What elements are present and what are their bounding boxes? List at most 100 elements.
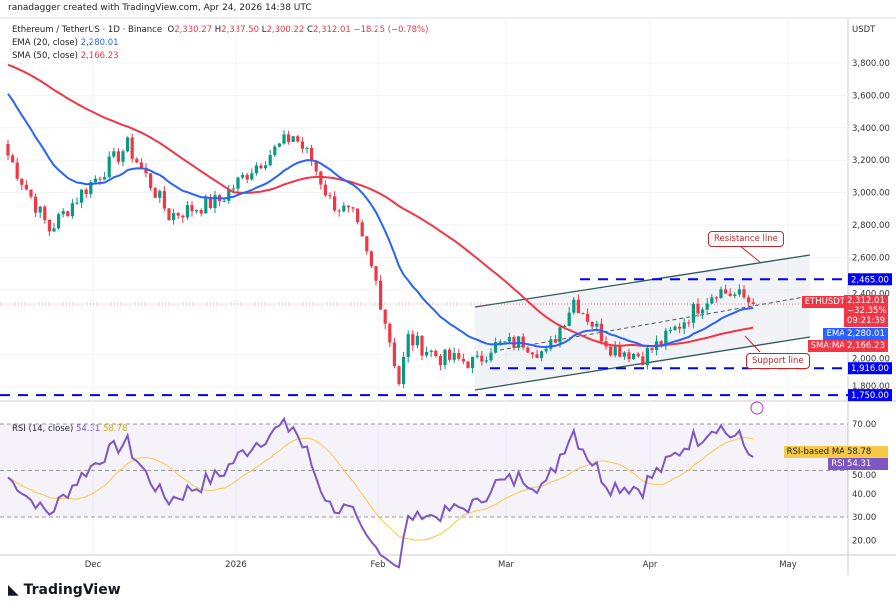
price-tick: 3,800.00	[852, 59, 890, 69]
event-icon	[750, 401, 764, 415]
candle	[75, 202, 79, 204]
candle	[425, 352, 429, 356]
rsi-label[interactable]: RSI (14, close)	[12, 424, 74, 434]
candle	[609, 346, 613, 356]
candle	[43, 206, 47, 220]
rsi-legend: RSI (14, close) 54.31 58.78	[12, 424, 127, 434]
price-tick: 3,400.00	[852, 124, 890, 134]
candle	[664, 330, 668, 345]
candle	[351, 207, 355, 209]
candle	[448, 349, 452, 360]
candle	[296, 136, 300, 142]
candle	[443, 349, 447, 366]
candle	[572, 299, 576, 313]
candle	[66, 211, 70, 217]
rsi-ma-line	[7, 437, 754, 541]
candle	[103, 177, 107, 180]
sma-label[interactable]: SMA (50, close)	[12, 51, 78, 61]
candle	[38, 206, 42, 213]
candle	[208, 197, 212, 209]
candle	[204, 197, 208, 214]
candle	[420, 335, 424, 356]
candle	[687, 322, 691, 324]
candle	[586, 313, 590, 322]
candle	[360, 222, 364, 237]
candle	[480, 355, 484, 362]
ema-value: 2,280.01	[80, 38, 119, 48]
chart-legend: Ethereum / TetherUS · 1D · Binance O2,33…	[12, 24, 428, 63]
candle	[484, 360, 488, 362]
candle	[507, 337, 511, 342]
candle	[116, 151, 120, 162]
symbol-title[interactable]: Ethereum / TetherUS · 1D · Binance	[12, 25, 163, 35]
candle	[176, 213, 180, 216]
candle	[567, 312, 571, 326]
candle	[494, 342, 498, 353]
last-price: 2,312.01	[847, 296, 885, 306]
candle	[489, 352, 493, 361]
candle	[461, 358, 465, 362]
candle	[742, 289, 746, 298]
candle	[121, 151, 125, 162]
candle	[540, 351, 544, 358]
candle	[107, 156, 111, 178]
candle	[392, 342, 396, 367]
candle	[195, 209, 199, 212]
candle	[277, 143, 281, 147]
candle	[310, 147, 314, 162]
candle	[268, 155, 272, 166]
footer-brand: TradingView	[23, 582, 121, 598]
candle	[130, 137, 134, 159]
ema-tag: EMA	[823, 328, 848, 340]
candle	[190, 205, 194, 212]
candle	[402, 356, 406, 385]
candle	[172, 213, 176, 221]
sma-price-tag: 2,166.23	[844, 340, 888, 352]
candle	[544, 348, 548, 352]
candle	[70, 203, 74, 217]
time-label: Dec	[85, 560, 102, 570]
candle	[356, 208, 360, 223]
candle	[34, 196, 38, 213]
candle	[227, 189, 231, 201]
candle	[153, 188, 157, 198]
candle	[305, 147, 309, 149]
candle	[747, 297, 751, 303]
candle	[521, 336, 525, 348]
price-tick: 3,600.00	[852, 91, 890, 101]
candle	[254, 165, 258, 174]
rsi-line	[7, 416, 754, 569]
candle	[245, 174, 249, 180]
ema-20-line	[7, 93, 754, 349]
ema-price-tag: 2,280.01	[844, 328, 888, 340]
support-annotation[interactable]: Support line	[746, 353, 810, 369]
candle	[47, 219, 51, 232]
candle	[613, 345, 617, 356]
time-label: May	[779, 560, 797, 570]
candle	[149, 173, 153, 189]
candle	[535, 354, 539, 358]
ema-label[interactable]: EMA (20, close)	[12, 38, 78, 48]
close-value: 2,312.01	[312, 25, 351, 35]
candle	[724, 289, 728, 294]
candle	[438, 356, 442, 366]
candle	[89, 182, 93, 194]
candle	[641, 356, 645, 365]
candle	[475, 355, 479, 357]
price-tick: 2,600.00	[852, 253, 890, 263]
candle	[61, 211, 65, 215]
candle	[323, 184, 327, 196]
price-tick: 2,400.00	[852, 289, 890, 299]
resistance-line	[474, 254, 811, 308]
candle	[199, 209, 203, 214]
candle	[282, 134, 286, 144]
candle	[618, 345, 622, 357]
currency-label[interactable]: USDT	[852, 25, 876, 35]
tradingview-logo[interactable]: ◣ TradingView	[8, 582, 121, 598]
rsi-ma-price-tag: 58.78	[844, 446, 888, 458]
candle	[719, 289, 723, 299]
resistance-annotation[interactable]: Resistance line	[708, 231, 784, 247]
candle	[57, 214, 61, 229]
candle	[11, 155, 15, 163]
